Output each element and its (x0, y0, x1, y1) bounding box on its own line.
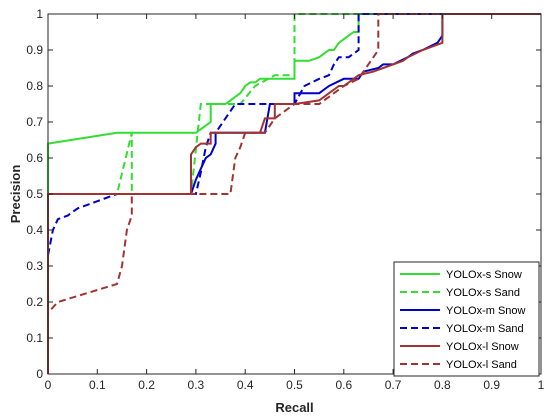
y-tick-label: 0 (36, 367, 43, 381)
x-tick-label: 0.6 (335, 378, 352, 392)
y-tick-label: 1 (36, 7, 43, 21)
legend-box (393, 261, 540, 377)
legend-entry-label: YOLOx-s Snow (446, 269, 522, 281)
x-axis-label: Recall (275, 400, 313, 415)
x-tick-label: 1 (538, 378, 545, 392)
series-line-yolox-s-sand (47, 13, 541, 374)
legend-entry-label: YOLOx-m Sand (446, 323, 524, 335)
y-tick-label: 0.5 (26, 187, 43, 201)
y-tick-label: 0.4 (26, 223, 43, 237)
legend-entry-label: YOLOx-l Sand (446, 359, 517, 371)
y-tick-label: 0.8 (26, 79, 43, 93)
y-tick-label: 0.1 (26, 331, 43, 345)
x-tick-label: 0.5 (286, 378, 303, 392)
x-tick-label: 0.9 (483, 378, 500, 392)
y-tick-label: 0.2 (26, 295, 43, 309)
y-tick-label: 0.7 (26, 115, 43, 129)
legend: YOLOx-s Snow YOLOx-s Sand YOLOx-m Snow YOLO… (393, 261, 540, 377)
tick-group: 0 0.1 0.2 0.3 0.4 0.5 0.6 0.7 0.8 0.9 1 0 0.1 0.2 0.3 0… (26, 7, 544, 392)
y-tick-label: 0.3 (26, 259, 43, 273)
legend-entry-label: YOLOx-m Snow (446, 305, 526, 317)
series-line-yolox-m-sand (47, 13, 541, 256)
legend-entry-label: YOLOx-l Snow (446, 341, 519, 353)
y-tick-label: 0.9 (26, 43, 43, 57)
x-tick-label: 0.7 (385, 378, 402, 392)
y-axis-label: Precision (8, 165, 23, 224)
series-line-yolox-l-sand (47, 13, 541, 374)
legend-entry-label: YOLOx-s Sand (446, 287, 520, 299)
y-tick-label: 0.6 (26, 151, 43, 165)
plot-series-group (47, 13, 541, 374)
x-tick-label: 0.8 (434, 378, 451, 392)
x-tick-label: 0.2 (138, 378, 155, 392)
x-tick-label: 0 (45, 378, 52, 392)
x-tick-label: 0.3 (188, 378, 205, 392)
x-tick-label: 0.1 (89, 378, 106, 392)
x-tick-label: 0.4 (237, 378, 254, 392)
series-line-yolox-l-snow (47, 13, 541, 374)
